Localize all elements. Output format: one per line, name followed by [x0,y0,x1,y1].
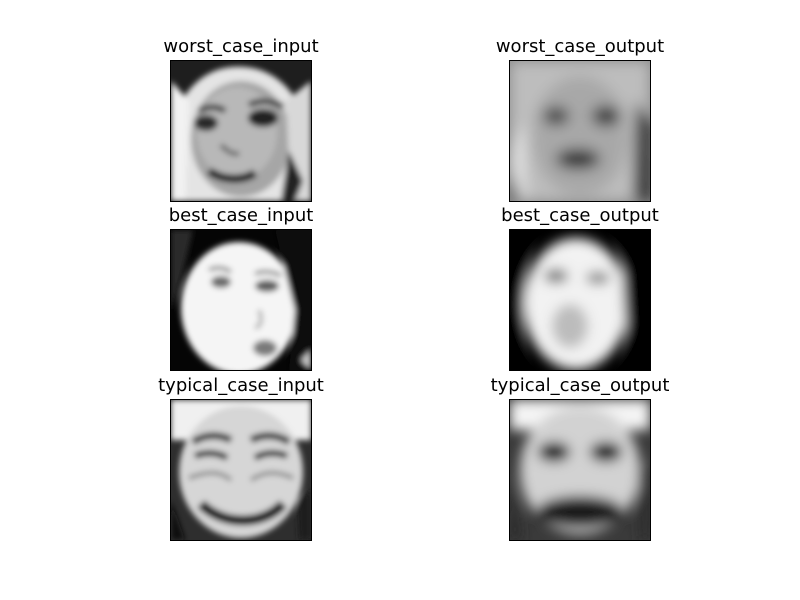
face-reconstruction-icon [510,230,650,370]
face-reconstruction-icon [510,400,650,540]
face-reconstruction-icon [510,61,650,201]
typical-case-input-image [170,399,312,541]
typical-case-output-title: typical_case_output [490,375,670,396]
best-case-input-title: best_case_input [168,205,314,226]
worst-case-output-image [509,60,651,202]
typical-case-input-title: typical_case_input [158,375,324,396]
worst-case-input-title: worst_case_input [163,36,319,57]
best-case-output-image [509,229,651,371]
worst-case-output-title: worst_case_output [495,36,665,57]
typical-case-output-image [509,399,651,541]
face-photo-icon [171,400,311,540]
face-photo-icon [171,61,311,201]
worst-case-input-image [170,60,312,202]
face-photo-icon [171,230,311,370]
best-case-output-title: best_case_output [501,205,659,226]
best-case-input-image [170,229,312,371]
